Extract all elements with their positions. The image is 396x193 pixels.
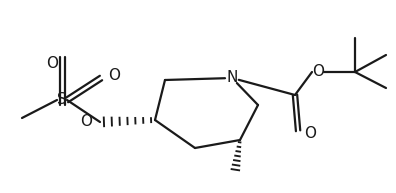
Text: O: O [80, 114, 92, 130]
Text: O: O [304, 125, 316, 141]
Text: N: N [226, 70, 238, 85]
Text: O: O [312, 64, 324, 80]
Text: O: O [108, 69, 120, 84]
Text: S: S [57, 92, 67, 108]
Text: O: O [46, 57, 58, 71]
